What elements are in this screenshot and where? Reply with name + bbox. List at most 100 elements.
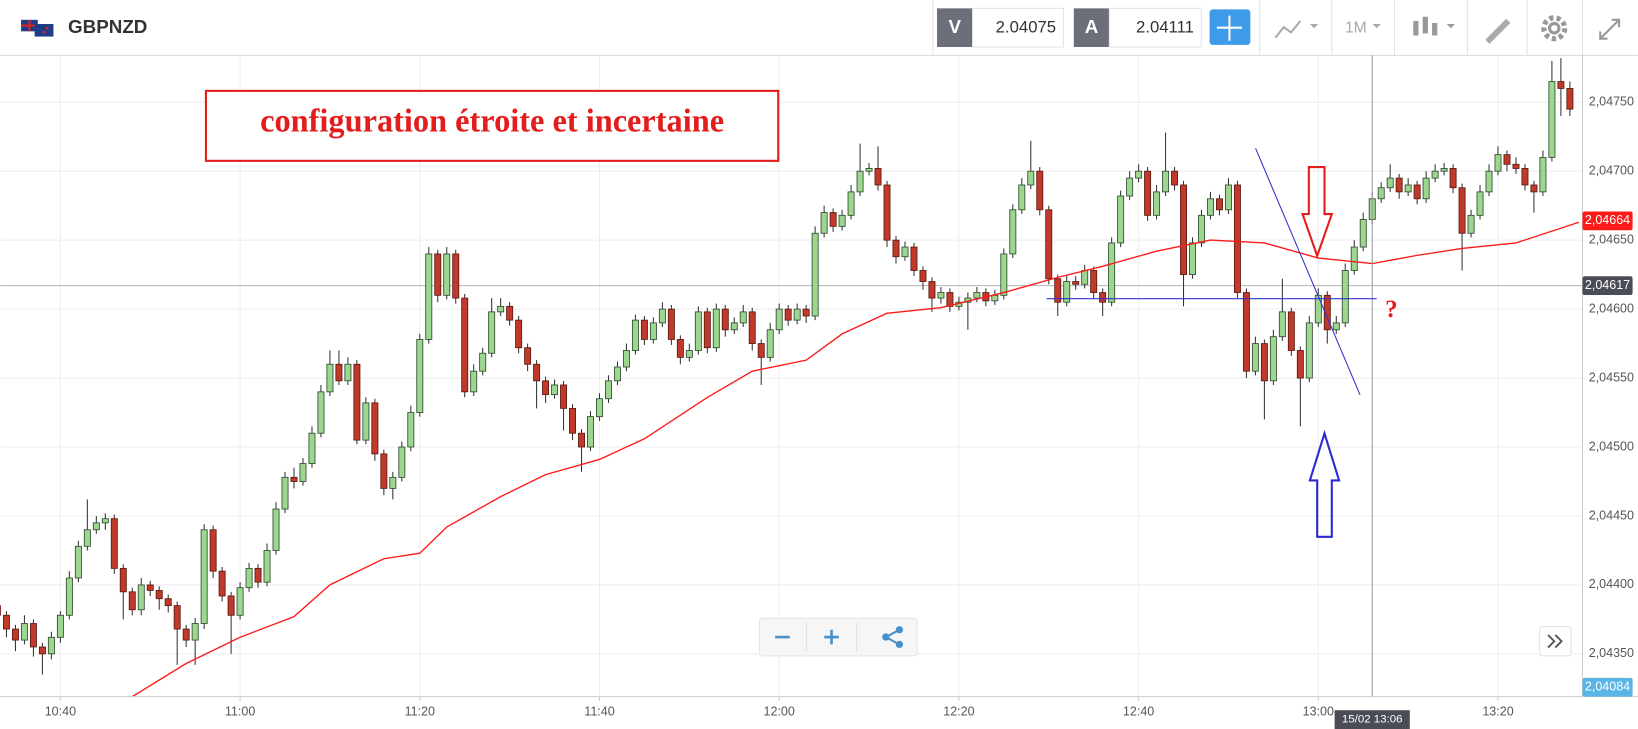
down-arrow <box>1301 166 1334 260</box>
candle-body <box>1278 311 1286 338</box>
draw-button[interactable] <box>1485 18 1511 44</box>
sell-price-box <box>972 7 1064 48</box>
candle-body <box>1099 292 1107 303</box>
candle-body <box>1494 154 1502 172</box>
candle-body <box>613 366 621 382</box>
candle-body <box>1314 294 1322 324</box>
candle-body <box>128 591 136 611</box>
candle-body <box>1287 311 1295 351</box>
candle-body <box>937 292 945 299</box>
candle-body <box>856 170 864 193</box>
buy-button[interactable] <box>1073 8 1110 47</box>
candle-body <box>622 350 630 368</box>
candle-body <box>1260 343 1268 382</box>
crosshair-price-badge-box <box>1582 276 1633 296</box>
candle-body <box>596 398 603 418</box>
candle-body <box>533 363 541 382</box>
candle-body <box>236 587 244 616</box>
y-tick-label: 2,04450 <box>1589 508 1634 522</box>
candle-body <box>1431 170 1439 179</box>
y-tick-label: 2,04700 <box>1589 164 1634 178</box>
candle-body <box>308 432 316 464</box>
chart-type-button[interactable] <box>1274 20 1319 39</box>
candle-body <box>209 529 217 572</box>
sell-button[interactable] <box>937 8 973 47</box>
candle-body <box>353 363 361 441</box>
candle-body <box>605 380 612 400</box>
candle-body <box>1332 322 1340 331</box>
candle-body <box>146 584 154 591</box>
candle-body <box>362 402 370 441</box>
scroll-right-button[interactable] <box>1539 626 1572 657</box>
candle-body <box>326 363 334 393</box>
candle-body <box>703 311 711 349</box>
candle-body <box>766 329 774 358</box>
candle-body <box>667 308 675 340</box>
candle-body <box>973 292 981 299</box>
candle-body <box>74 545 82 579</box>
symbol: GBPNZD <box>68 16 147 37</box>
candle-body <box>802 308 810 317</box>
candle-body <box>425 253 433 340</box>
settings-button[interactable] <box>1541 15 1568 42</box>
bid-price-badge-box <box>1582 677 1633 697</box>
candle-body <box>317 391 325 434</box>
share-button[interactable] <box>882 626 904 649</box>
sell-price: 2.04075 <box>996 18 1056 37</box>
candle-body <box>1153 191 1161 216</box>
candle-body <box>1135 170 1143 179</box>
candle-body <box>793 308 801 321</box>
candle-body <box>631 319 639 351</box>
candle-body <box>1126 177 1134 197</box>
candle-body <box>92 522 100 531</box>
candle-body <box>344 363 352 382</box>
candle-body <box>1422 177 1430 200</box>
zoom-in-button[interactable] <box>824 629 839 645</box>
y-tick-label: 2,04600 <box>1589 301 1634 315</box>
candle-body <box>1476 191 1484 216</box>
candle-body <box>1009 209 1017 255</box>
candle-body <box>1521 168 1529 186</box>
timeframe[interactable]: 1M <box>1345 19 1367 36</box>
candle-body <box>2 614 10 630</box>
candle-body <box>1377 187 1385 200</box>
candle-body <box>56 614 64 638</box>
candle-body <box>488 311 496 354</box>
candle-body <box>1341 270 1349 324</box>
candle-body <box>1162 170 1170 193</box>
candle-body <box>542 380 550 396</box>
candle-body <box>1548 81 1556 158</box>
candle-body <box>1557 81 1565 89</box>
x-tick-label: 11:00 <box>225 705 255 719</box>
candle-body <box>1269 336 1277 382</box>
fullscreen-button[interactable] <box>1599 18 1621 40</box>
candle-body <box>1485 170 1493 193</box>
candle-body <box>200 529 208 624</box>
candle-body <box>1072 281 1080 285</box>
candle-body <box>416 339 424 413</box>
x-tick-label: 11:40 <box>584 705 614 719</box>
candle-body <box>434 253 442 296</box>
candle-body <box>694 311 702 351</box>
candle-body <box>479 352 487 372</box>
candle-type-button[interactable] <box>1413 16 1456 36</box>
candle-body <box>1242 292 1250 372</box>
candle-body <box>784 308 792 321</box>
bid-price-badge: 2,04084 <box>1585 680 1630 694</box>
candle-body <box>524 347 532 365</box>
title-box <box>204 89 780 162</box>
candle-body <box>919 270 927 282</box>
candle-body <box>1054 278 1062 303</box>
candle-body <box>1117 195 1125 244</box>
y-tick-label: 2,04750 <box>1589 95 1634 109</box>
candle-body <box>838 214 846 227</box>
candle-body <box>757 343 765 358</box>
candle-body <box>748 311 756 344</box>
candle-body <box>1198 214 1205 244</box>
candle-body <box>1386 177 1394 189</box>
candle-body <box>820 212 828 234</box>
plot-area <box>0 55 1583 697</box>
candle-body <box>452 253 460 299</box>
flag-icon <box>21 19 54 37</box>
axes: 2,04350 2,04400 2,04450 2,04500 2,04550 2,046… <box>45 95 1634 729</box>
